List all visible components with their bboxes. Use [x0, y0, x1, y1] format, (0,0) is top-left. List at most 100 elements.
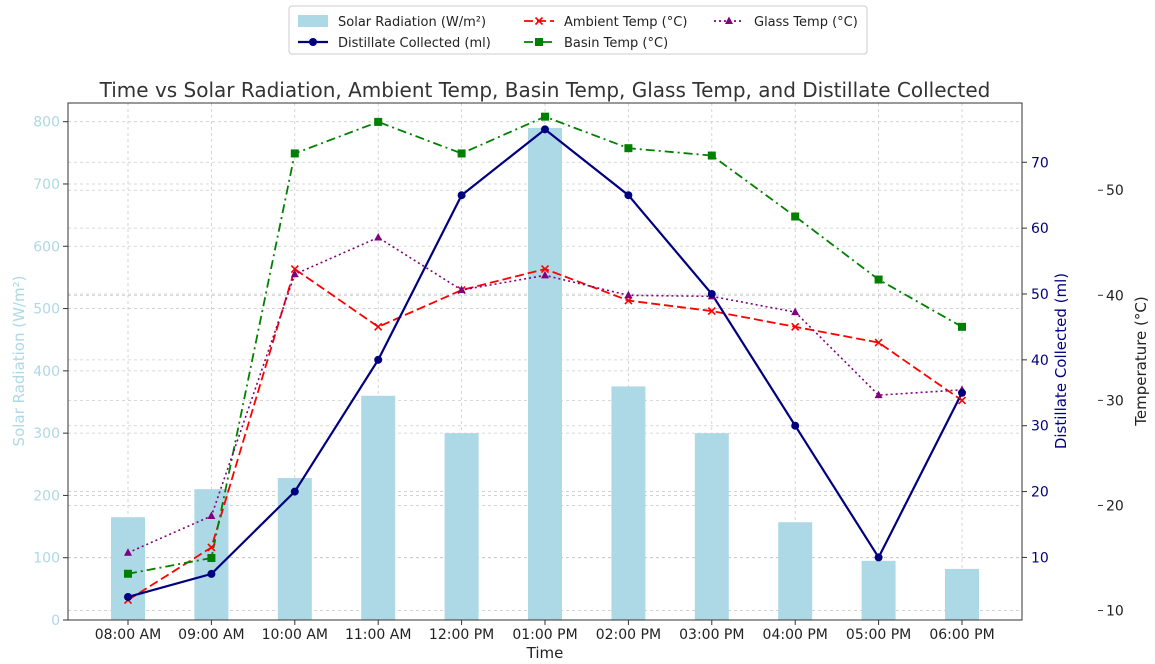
point-glass-temp-c: [290, 269, 299, 278]
point-distillate-collected-ml: [374, 355, 383, 364]
solar-tick-label: 200: [33, 488, 60, 504]
legend: Solar Radiation (W/m²) Distillate Collect…: [288, 5, 868, 55]
marker-x-stroke: [707, 306, 716, 316]
point-ambient-temp-c: [791, 322, 800, 331]
solar-tick-label: 0: [51, 613, 60, 629]
x-tick-label: 09:00 AM: [178, 627, 244, 643]
marker-x-stroke: [207, 543, 216, 552]
point-glass-temp-c: [207, 511, 216, 519]
bar-solar-radiation: [111, 517, 145, 620]
solar-tick-label: 500: [33, 302, 60, 318]
point-basin-temp-c: [541, 112, 549, 121]
point-ambient-temp-c: [957, 396, 967, 405]
point-glass-temp-c: [374, 233, 383, 241]
temperature-tick-label: 40: [1106, 288, 1124, 304]
point-ambient-temp-c: [540, 264, 550, 274]
point-distillate-collected-ml: [124, 592, 132, 601]
solar-tick-label: 600: [33, 239, 60, 255]
x-tick-label: 06:00 PM: [929, 627, 994, 643]
x-tick-label: 05:00 PM: [846, 627, 911, 643]
distillate-tick-label: 60: [1031, 221, 1049, 237]
marker-x-stroke: [874, 338, 883, 347]
x-tick-label: 11:00 AM: [345, 627, 411, 643]
bar-solar-radiation: [611, 386, 646, 620]
point-ambient-temp-c: [874, 338, 883, 347]
temperature-tick-label: 10: [1106, 604, 1124, 620]
solar-tick-label: 700: [33, 177, 60, 193]
solar-bars: [111, 127, 979, 621]
point-ambient-temp-c: [290, 264, 299, 274]
point-glass-temp-c: [791, 307, 800, 316]
marker-x-stroke: [374, 322, 383, 331]
point-basin-temp-c: [874, 275, 883, 284]
legend-label: Glass Temp (°C): [754, 15, 858, 30]
solar-tick-label: 400: [33, 364, 60, 380]
point-basin-temp-c: [290, 149, 299, 158]
legend-marker: [534, 16, 544, 26]
distillate-tick-label: 40: [1031, 353, 1049, 369]
solar-tick-label: 100: [33, 551, 60, 567]
point-distillate-collected-ml: [457, 191, 466, 200]
x-tick-label: 01:00 PM: [512, 627, 577, 643]
distillate-tick-label: 10: [1031, 550, 1049, 566]
bar-solar-radiation: [277, 477, 312, 620]
distillate-tick-label: 30: [1031, 419, 1049, 435]
bar-solar-radiation: [694, 433, 729, 620]
point-distillate-collected-ml: [541, 125, 549, 134]
distillate-tick-label: 70: [1031, 155, 1049, 171]
point-glass-temp-c: [124, 548, 132, 556]
x-tick-label: 12:00 PM: [429, 627, 494, 643]
point-distillate-collected-ml: [207, 569, 216, 578]
legend-label: Solar Radiation (W/m²): [338, 15, 486, 30]
x-tick-label: 10:00 AM: [262, 627, 328, 643]
point-distillate-collected-ml: [290, 487, 299, 496]
distillate-axis-label: Distillate Collected (ml): [1052, 273, 1070, 449]
point-basin-temp-c: [624, 144, 633, 153]
marker-x-stroke: [290, 264, 299, 274]
marker-x-stroke: [791, 322, 800, 331]
point-basin-temp-c: [958, 322, 966, 331]
temperature-tick-label: 50: [1106, 183, 1124, 199]
point-distillate-collected-ml: [791, 421, 800, 430]
legend-item-solar-radiation-w-m: Solar Radiation (W/m²): [298, 15, 486, 30]
legend-item-glass-temp-c: Glass Temp (°C): [714, 15, 858, 30]
axes: 08:00 AM 09:00 AM 10:00 AM 11:00 AM 12:00 PM…: [33, 115, 1124, 643]
distillate-tick-label: 20: [1031, 485, 1049, 501]
legend-label: Ambient Temp (°C): [564, 15, 687, 30]
point-distillate-collected-ml: [707, 289, 716, 298]
legend-label: Distillate Collected (ml): [338, 36, 491, 51]
legend-marker: [535, 38, 543, 46]
solar-axis-label: Solar Radiation (W/m²): [10, 276, 28, 447]
point-basin-temp-c: [124, 569, 132, 578]
legend-item-distillate-collected-ml: Distillate Collected (ml): [298, 36, 491, 51]
bar-solar-radiation: [444, 433, 479, 620]
solar-tick-label: 800: [33, 115, 60, 131]
legend-marker: [725, 16, 733, 24]
point-basin-temp-c: [791, 212, 800, 221]
solar-tick-label: 300: [33, 426, 60, 442]
distillate-tick-label: 50: [1031, 287, 1049, 303]
legend-label: Basin Temp (°C): [564, 36, 668, 51]
x-tick-label: 03:00 PM: [679, 627, 744, 643]
marker-x-stroke: [540, 264, 550, 274]
point-basin-temp-c: [207, 554, 216, 563]
temperature-tick-label: 20: [1106, 498, 1124, 514]
point-ambient-temp-c: [207, 543, 216, 552]
chart-title: Time vs Solar Radiation, Ambient Temp, B…: [99, 78, 991, 102]
point-basin-temp-c: [707, 151, 716, 160]
temperature-tick-label: 30: [1106, 393, 1124, 409]
point-distillate-collected-ml: [624, 191, 633, 200]
legend-box: [288, 5, 868, 55]
bar-solar-radiation: [528, 127, 562, 621]
x-axis-label: Time: [526, 644, 564, 662]
x-tick-label: 04:00 PM: [763, 627, 828, 643]
bar-solar-radiation: [945, 568, 979, 620]
point-distillate-collected-ml: [874, 553, 883, 562]
point-glass-temp-c: [624, 290, 633, 299]
bar-solar-radiation: [778, 522, 813, 620]
point-ambient-temp-c: [707, 306, 716, 316]
legend-item-basin-temp-c: Basin Temp (°C): [524, 36, 668, 51]
x-tick-label: 02:00 PM: [596, 627, 661, 643]
point-glass-temp-c: [541, 270, 549, 279]
bar-solar-radiation: [361, 395, 396, 620]
